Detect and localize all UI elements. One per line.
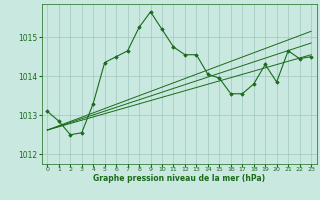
X-axis label: Graphe pression niveau de la mer (hPa): Graphe pression niveau de la mer (hPa) xyxy=(93,174,265,183)
